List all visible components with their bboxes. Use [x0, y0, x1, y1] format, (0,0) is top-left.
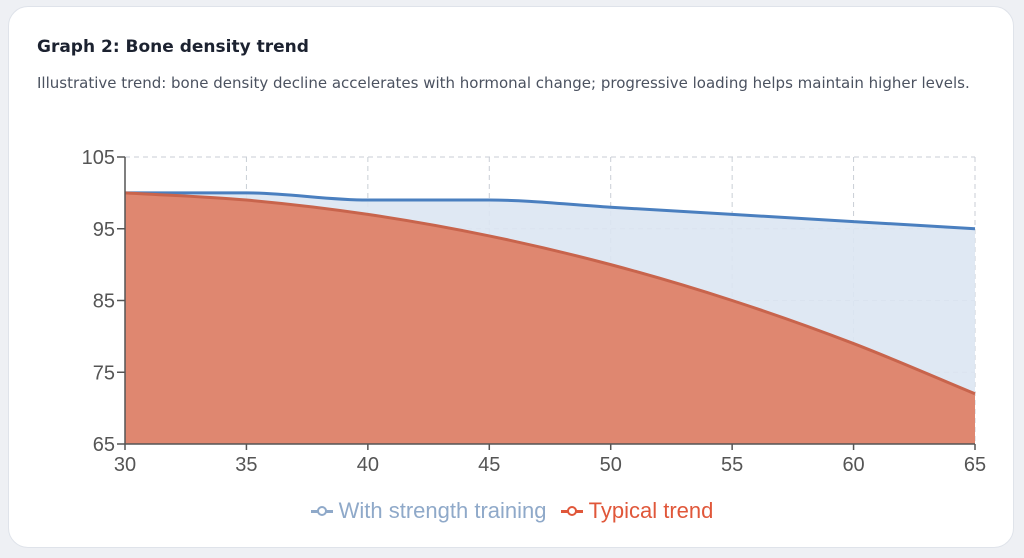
chart-title: Graph 2: Bone density trend [37, 37, 309, 57]
x-tick-label: 35 [235, 454, 257, 476]
y-tick-label: 95 [93, 219, 115, 241]
legend-label: With strength training [338, 498, 547, 523]
line-with-strength-training [124, 191, 976, 231]
x-tick-label: 50 [600, 454, 622, 476]
legend: With strength training Typical trend [0, 498, 1024, 524]
legend-label: Typical trend [588, 498, 714, 523]
x-tick-label: 45 [478, 454, 500, 476]
line-typical-trend [124, 191, 976, 396]
chart-subtitle: Illustrative trend: bone density decline… [37, 74, 970, 92]
y-tick-label: 65 [93, 434, 115, 456]
y-tick-label: 85 [93, 291, 115, 313]
legend-item-typical-trend[interactable]: Typical trend [560, 498, 714, 524]
line-marker-icon [560, 504, 583, 518]
y-tick-label: 105 [82, 147, 115, 169]
legend-item-with-strength-training[interactable]: With strength training [310, 498, 547, 524]
line-marker-icon [310, 504, 333, 518]
x-tick-label: 60 [842, 454, 864, 476]
y-tick-label: 75 [93, 362, 115, 384]
x-tick-label: 65 [964, 454, 986, 476]
area-typical-trend [125, 192, 975, 444]
x-tick-label: 55 [721, 454, 743, 476]
x-tick-label: 40 [357, 454, 379, 476]
x-tick-label: 30 [114, 454, 136, 476]
